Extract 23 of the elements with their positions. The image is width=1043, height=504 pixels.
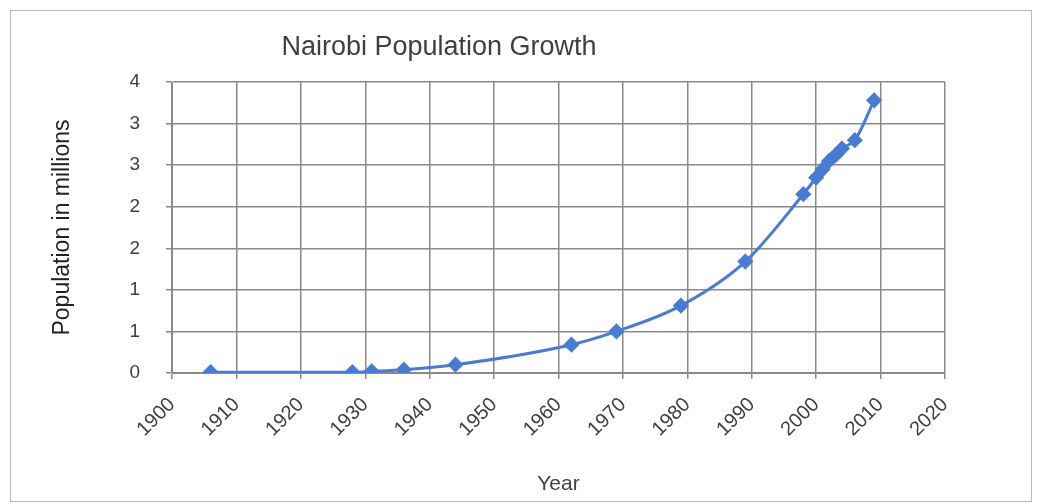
point	[821, 153, 837, 169]
y-tick-label: 0	[129, 361, 140, 383]
point	[795, 186, 811, 202]
y-tick-label: 1	[129, 319, 140, 341]
point	[563, 337, 579, 353]
point	[866, 92, 882, 108]
point	[608, 323, 624, 339]
y-tick-label: 3	[129, 111, 140, 133]
point	[447, 357, 463, 373]
y-tick-label: 3	[129, 153, 140, 175]
y-tick-label: 1	[129, 278, 140, 300]
x-axis-title: Year	[537, 471, 580, 495]
point	[808, 170, 824, 186]
point	[834, 141, 850, 157]
y-axis-title: Population in millions	[48, 119, 75, 336]
y-tick-label: 2	[129, 194, 140, 216]
point	[673, 298, 689, 314]
chart-title: Nairobi Population Growth	[280, 30, 598, 63]
point	[815, 161, 831, 177]
y-tick-label: 2	[129, 236, 140, 258]
point	[737, 254, 753, 270]
point	[847, 132, 863, 148]
y-tick-label: 4	[129, 70, 141, 92]
